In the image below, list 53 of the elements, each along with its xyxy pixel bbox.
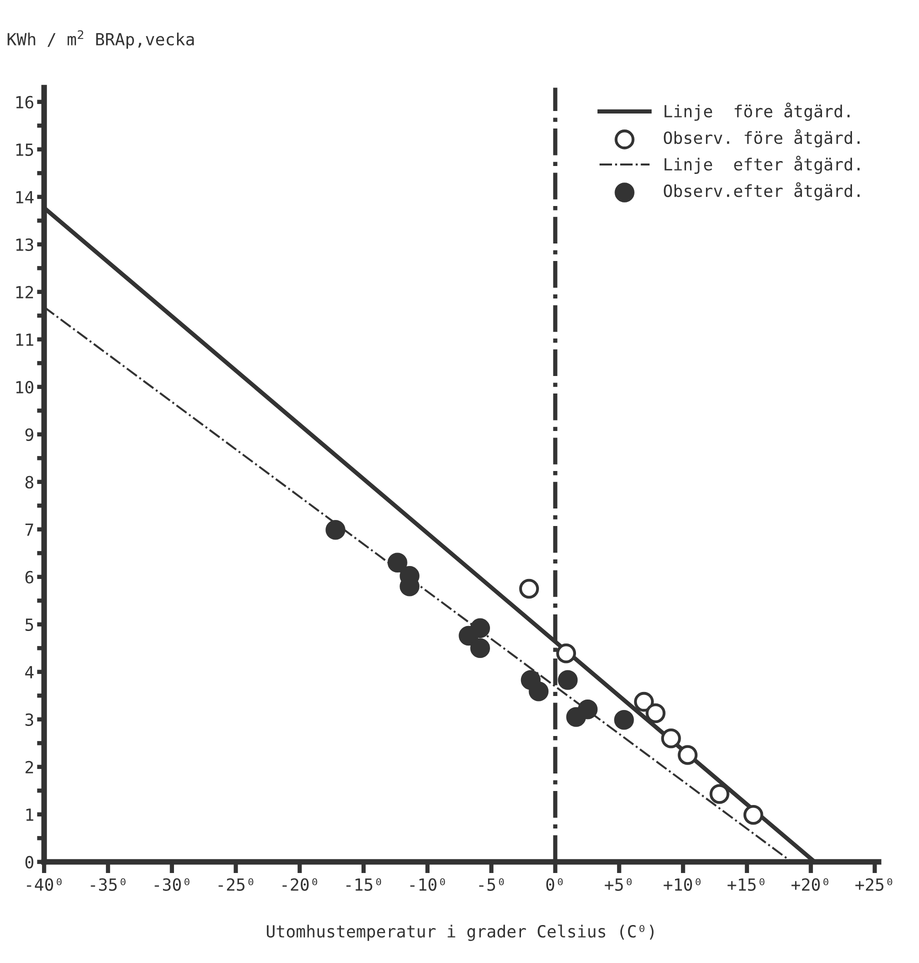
y-axis-title: KWh / m$^{2}$ BRAp,vecka [8, 30, 194, 49]
x-axis-title: Utomhustemperatur i grader Celsius (C⁰) [266, 924, 654, 941]
x-tick-label: +10⁰ [664, 878, 701, 891]
y-tick-label: 9 [25, 428, 34, 441]
y-tick-label: 12 [16, 286, 33, 298]
point [710, 784, 730, 804]
x-tick-label: -25⁰ [218, 878, 254, 891]
y-tick-label: 4 [25, 666, 34, 678]
y-tick-label: 6 [25, 570, 34, 584]
point [326, 520, 346, 540]
point [528, 681, 549, 702]
x-tick-label: -35⁰ [90, 878, 126, 891]
x-tick-label: -5⁰ [479, 878, 504, 891]
point [678, 745, 698, 765]
y-tick-label: 2 [26, 760, 33, 774]
legend-label: Linje före åtgärd. [664, 102, 850, 121]
x-tick-label: -30⁰ [154, 878, 190, 891]
x-tick-label: +20⁰ [791, 878, 828, 891]
x-tick-label: 0⁰ [546, 878, 563, 891]
point [556, 643, 576, 664]
legend-label: Observ. före åtgärd. [664, 129, 860, 148]
point [470, 638, 490, 658]
x-tick-label: -40⁰ [26, 878, 62, 891]
legend-label: Linje efter åtgärd. [664, 156, 860, 174]
point [634, 692, 654, 712]
y-tick-label: 0 [25, 856, 34, 868]
y-tick-label: 8 [25, 476, 34, 488]
y-tick-label: 11 [16, 334, 34, 346]
point [743, 804, 764, 825]
y-tick-label: 15 [16, 144, 34, 156]
x-tick-label: +5⁰ [604, 878, 632, 891]
point [519, 578, 539, 599]
y-tick-label: 14 [16, 191, 34, 204]
point [578, 700, 598, 720]
y-tick-label: 7 [25, 524, 34, 536]
point [388, 552, 408, 573]
point [661, 728, 681, 748]
x-tick-label: -15⁰ [346, 878, 382, 891]
x-tick-label: -20⁰ [282, 878, 318, 891]
y-tick-label: 3 [25, 713, 34, 726]
x-tick-label: +15⁰ [728, 878, 764, 891]
y-tick-label: 16 [16, 96, 34, 108]
x-tick-label: -10⁰ [410, 878, 445, 891]
point [558, 670, 578, 690]
y-tick-label: 5 [26, 618, 34, 631]
point [646, 703, 666, 724]
y-tick-label: 10 [16, 380, 34, 394]
x-tick-label: +25⁰ [855, 878, 892, 891]
y-tick-label: 1 [26, 808, 34, 821]
point [614, 710, 634, 730]
legend-label: Observ.efter åtgärd. [664, 182, 860, 200]
y-tick-label: 13 [16, 238, 34, 251]
point [470, 618, 490, 638]
